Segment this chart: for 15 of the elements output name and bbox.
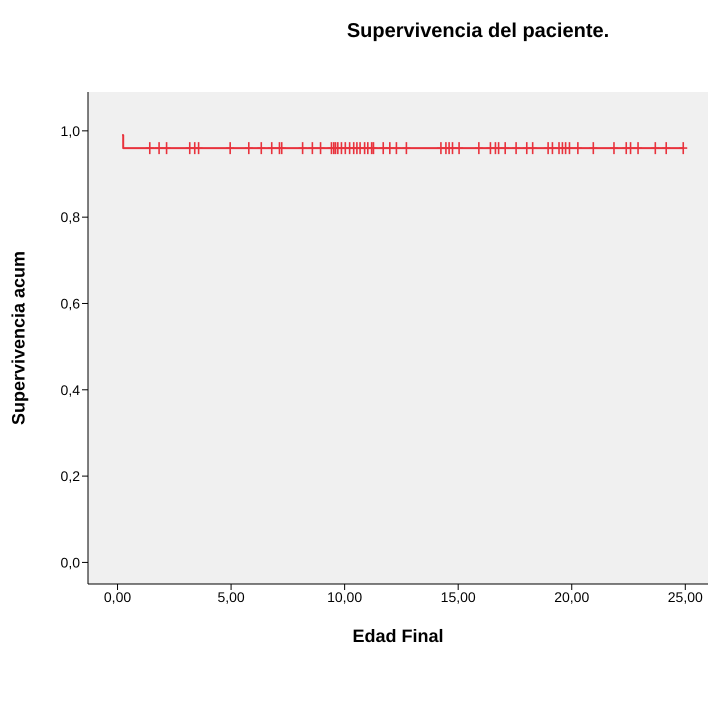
x-tick-label: 0,00 (104, 588, 132, 605)
x-axis-title: Edad Final (352, 626, 444, 646)
y-tick-label: 0,2 (60, 468, 80, 484)
y-tick-label: 0,0 (60, 554, 80, 570)
y-tick-label: 0,8 (60, 209, 80, 226)
x-tick-label: 5,00 (217, 588, 245, 605)
x-tick-label: 25,00 (668, 588, 704, 605)
x-tick-label: 20,00 (554, 588, 590, 605)
chart-title: Supervivencia del paciente. (346, 20, 610, 43)
y-tick-label: 0,4 (60, 382, 80, 398)
x-tick-label: 10,00 (327, 588, 362, 605)
y-tick-label: 0,6 (60, 295, 80, 312)
x-tick-label: 15,00 (440, 588, 476, 605)
y-tick-label: 1,0 (60, 122, 80, 139)
y-axis-title: Supervivencia acum (8, 250, 28, 426)
